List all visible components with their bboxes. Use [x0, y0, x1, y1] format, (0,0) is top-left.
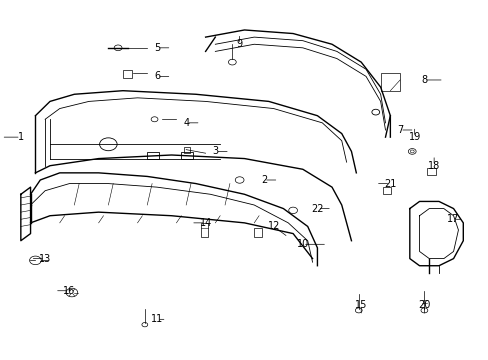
- Bar: [254, 228, 261, 237]
- Text: 20: 20: [417, 300, 430, 310]
- Text: 16: 16: [63, 286, 76, 296]
- Text: 3: 3: [212, 147, 218, 157]
- Text: 1: 1: [18, 132, 24, 142]
- Bar: [380, 73, 399, 91]
- Text: 12: 12: [267, 221, 279, 231]
- Text: 10: 10: [296, 239, 308, 249]
- Bar: [147, 152, 159, 158]
- Text: 5: 5: [154, 43, 160, 53]
- Bar: [183, 147, 189, 153]
- Text: 9: 9: [236, 39, 242, 49]
- Text: 4: 4: [183, 118, 189, 128]
- Bar: [382, 187, 390, 194]
- Text: 22: 22: [310, 203, 323, 213]
- Text: 6: 6: [154, 71, 160, 81]
- Text: 11: 11: [150, 314, 163, 324]
- Text: 21: 21: [384, 179, 396, 189]
- Text: 7: 7: [396, 125, 403, 135]
- Bar: [181, 152, 193, 158]
- Text: 14: 14: [199, 218, 211, 228]
- Bar: [426, 168, 435, 175]
- Bar: [122, 70, 131, 78]
- Text: 13: 13: [39, 253, 51, 264]
- Text: 2: 2: [260, 175, 266, 185]
- Text: 17: 17: [447, 214, 459, 224]
- Text: 18: 18: [427, 161, 439, 171]
- Text: 19: 19: [407, 132, 420, 142]
- Text: 15: 15: [354, 300, 366, 310]
- Text: 8: 8: [421, 75, 427, 85]
- Bar: [201, 223, 207, 237]
